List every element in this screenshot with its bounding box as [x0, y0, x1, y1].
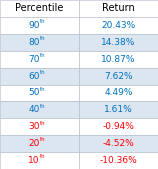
Text: 20.43%: 20.43% [101, 21, 136, 30]
Text: 70: 70 [28, 55, 40, 64]
Text: th: th [40, 70, 45, 75]
Text: th: th [40, 36, 45, 41]
Bar [79, 17, 158, 34]
Text: 10: 10 [28, 156, 40, 165]
Text: 20: 20 [28, 139, 40, 148]
Text: -10.36%: -10.36% [100, 156, 137, 165]
Bar [0, 68, 79, 84]
Text: 40: 40 [28, 105, 40, 114]
Text: th: th [40, 19, 45, 24]
Text: 10.87%: 10.87% [101, 55, 136, 64]
Bar [79, 135, 158, 152]
Bar [79, 118, 158, 135]
Text: 4.49%: 4.49% [104, 88, 133, 98]
Text: 90: 90 [28, 21, 40, 30]
Text: 1.61%: 1.61% [104, 105, 133, 114]
Text: Return: Return [102, 3, 135, 14]
Text: th: th [40, 120, 45, 126]
Text: th: th [40, 154, 45, 159]
Bar [0, 152, 79, 169]
Text: Percentile: Percentile [15, 3, 64, 14]
Bar [79, 0, 158, 17]
Bar [79, 68, 158, 84]
Text: 60: 60 [28, 71, 40, 81]
Bar [0, 118, 79, 135]
Bar [79, 51, 158, 68]
Text: 80: 80 [28, 38, 40, 47]
Text: th: th [40, 87, 45, 92]
Bar [79, 84, 158, 101]
Bar [0, 34, 79, 51]
Text: 14.38%: 14.38% [101, 38, 136, 47]
Text: th: th [40, 53, 45, 58]
Text: 7.62%: 7.62% [104, 71, 133, 81]
Text: -4.52%: -4.52% [103, 139, 134, 148]
Bar [0, 101, 79, 118]
Bar [0, 84, 79, 101]
Text: -0.94%: -0.94% [103, 122, 134, 131]
Bar [0, 0, 79, 17]
Bar [0, 17, 79, 34]
Bar [79, 101, 158, 118]
Bar [79, 152, 158, 169]
Text: 50: 50 [28, 88, 40, 98]
Bar [0, 135, 79, 152]
Bar [0, 51, 79, 68]
Text: th: th [40, 104, 45, 109]
Bar [79, 34, 158, 51]
Text: 30: 30 [28, 122, 40, 131]
Text: th: th [40, 137, 45, 142]
